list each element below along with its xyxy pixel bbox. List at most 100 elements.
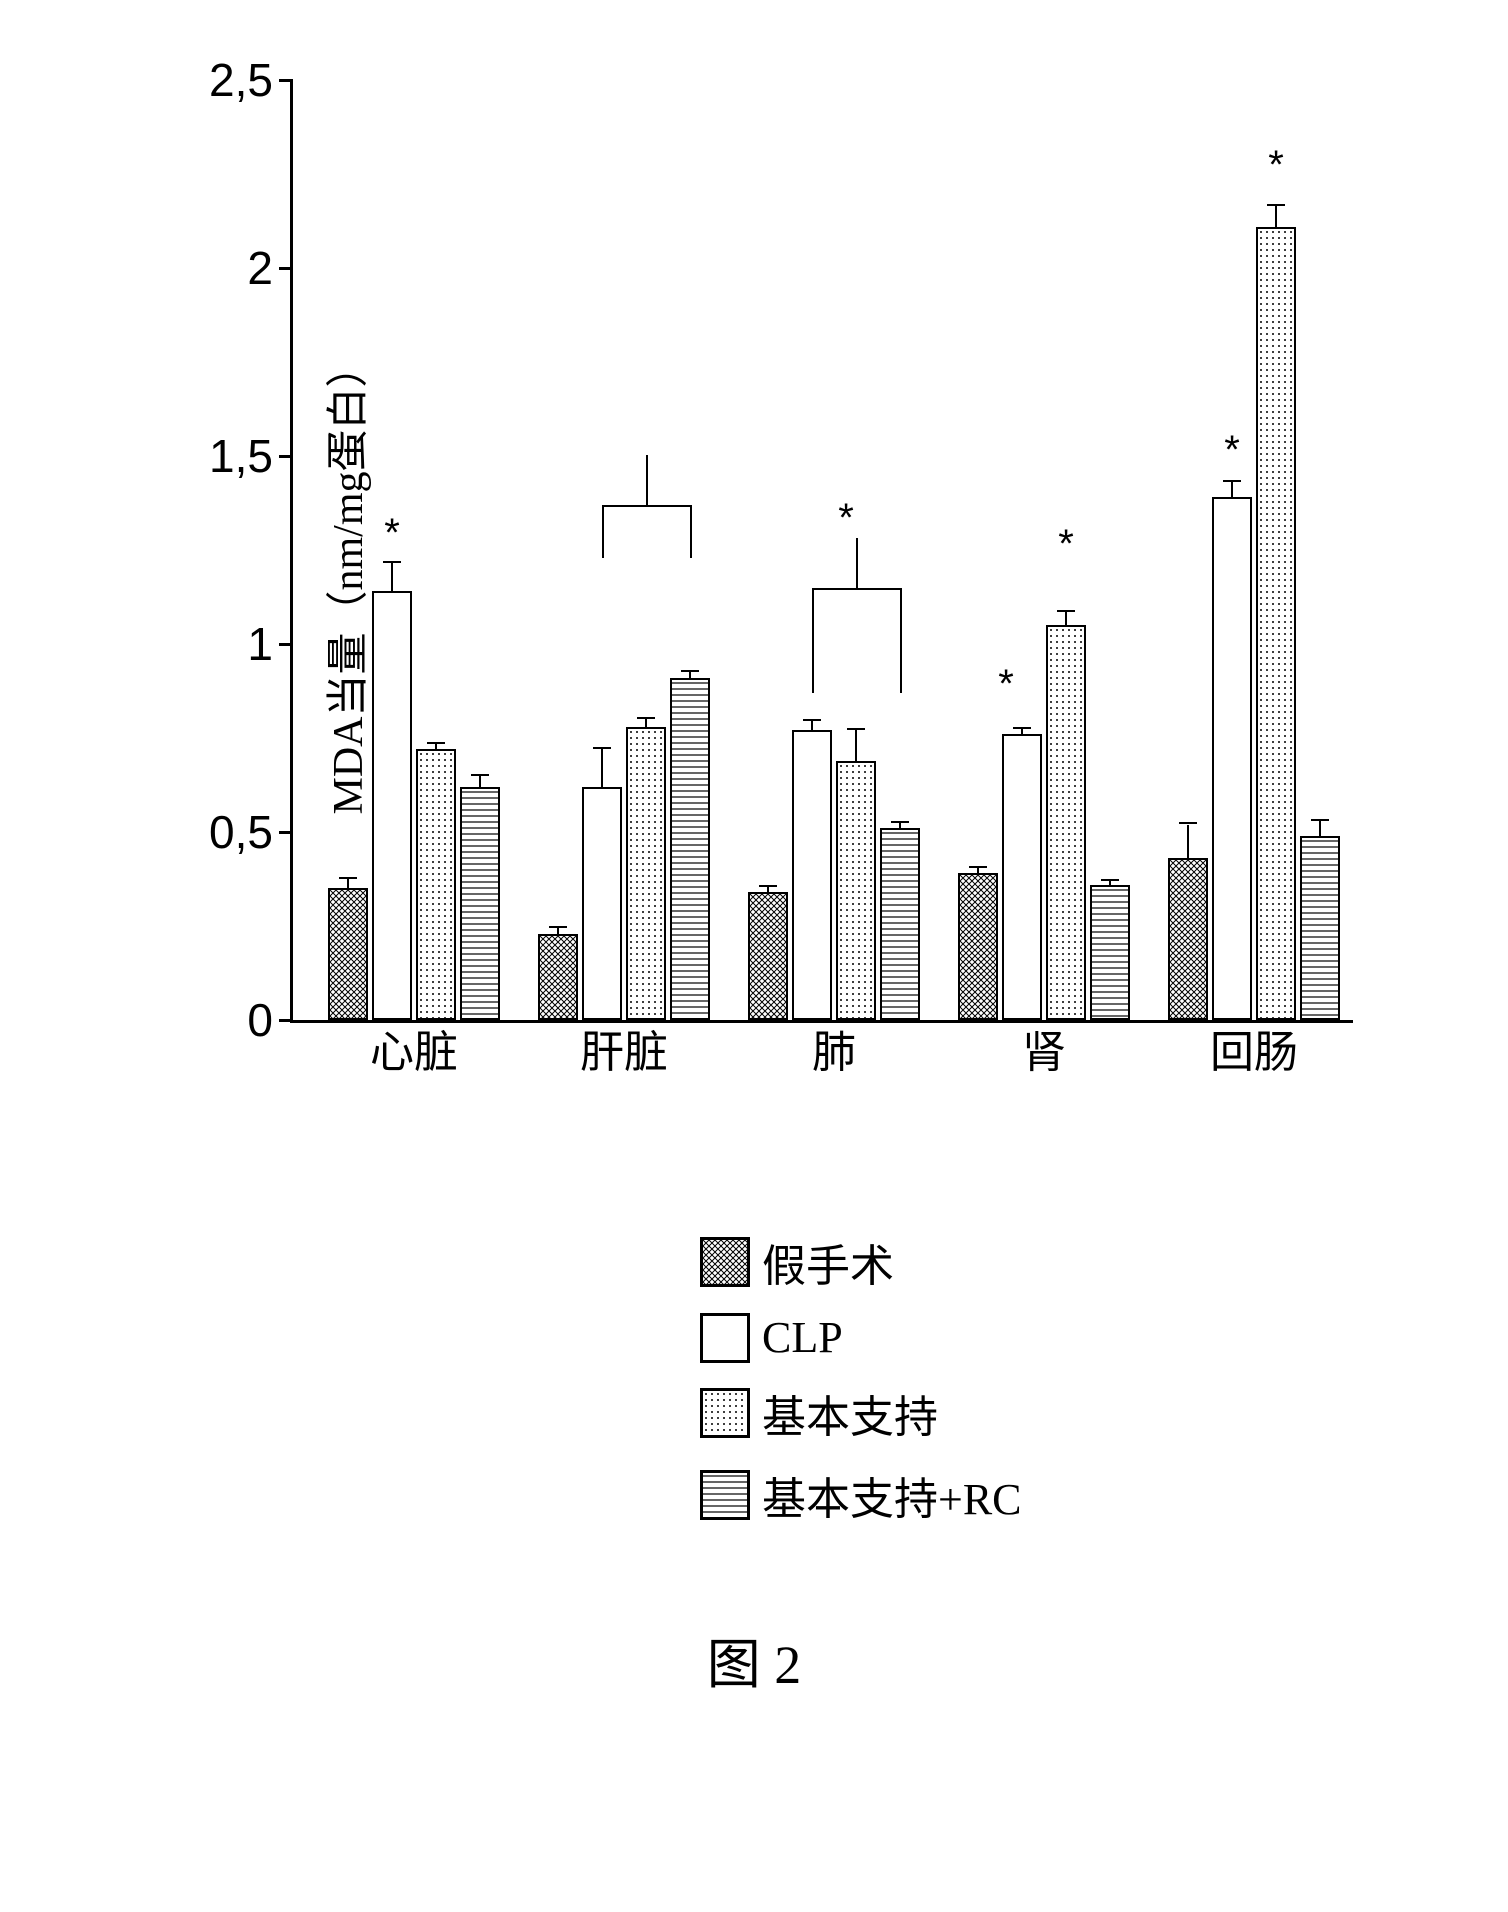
significance-star: * bbox=[1224, 428, 1240, 473]
x-tick-label: 肝脏 bbox=[580, 1016, 668, 1080]
legend-swatch bbox=[700, 1237, 750, 1287]
error-bar bbox=[1021, 729, 1023, 735]
bar bbox=[836, 761, 876, 1020]
bar bbox=[416, 749, 456, 1020]
y-tick bbox=[279, 643, 293, 646]
error-cap bbox=[891, 821, 909, 823]
error-bar bbox=[1065, 612, 1067, 625]
bar bbox=[538, 934, 578, 1020]
error-cap bbox=[1223, 480, 1241, 482]
bracket-drop bbox=[812, 588, 814, 693]
error-bar bbox=[435, 744, 437, 750]
error-bar bbox=[645, 719, 647, 727]
y-tick bbox=[279, 1019, 293, 1022]
legend-item: 基本支持+RC bbox=[700, 1463, 1022, 1527]
error-bar bbox=[1187, 825, 1189, 859]
y-tick-label: 0 bbox=[203, 993, 273, 1047]
x-tick-label: 肾 bbox=[1022, 1016, 1066, 1080]
legend-item: 基本支持 bbox=[700, 1381, 1022, 1445]
error-cap bbox=[1101, 879, 1119, 881]
error-bar bbox=[1275, 206, 1277, 227]
bar bbox=[1300, 836, 1340, 1020]
x-tick-label: 肺 bbox=[812, 1016, 856, 1080]
significance-star: * bbox=[838, 496, 854, 541]
bar bbox=[748, 892, 788, 1020]
legend-label: 假手术 bbox=[762, 1230, 894, 1294]
bar bbox=[792, 730, 832, 1020]
legend-swatch bbox=[700, 1388, 750, 1438]
error-cap bbox=[759, 885, 777, 887]
error-cap bbox=[1057, 610, 1075, 612]
error-cap bbox=[383, 561, 401, 563]
bracket-drop bbox=[690, 505, 692, 558]
chart-area: MDA当量（nm/mg蛋白） 00,511,522,5心脏肝脏肺肾回肠*****… bbox=[200, 60, 1400, 1100]
error-bar bbox=[391, 563, 393, 591]
error-cap bbox=[803, 719, 821, 721]
bracket bbox=[602, 505, 690, 507]
error-bar bbox=[899, 823, 901, 829]
y-tick bbox=[279, 267, 293, 270]
x-tick-label: 心脏 bbox=[370, 1016, 458, 1080]
bar bbox=[582, 787, 622, 1020]
significance-star: * bbox=[1058, 522, 1074, 567]
bar bbox=[958, 873, 998, 1020]
error-cap bbox=[471, 774, 489, 776]
legend-label: 基本支持 bbox=[762, 1381, 938, 1445]
legend-label: 基本支持+RC bbox=[762, 1463, 1022, 1527]
bar bbox=[626, 727, 666, 1020]
legend-swatch bbox=[700, 1470, 750, 1520]
y-tick-label: 0,5 bbox=[203, 805, 273, 859]
page: MDA当量（nm/mg蛋白） 00,511,522,5心脏肝脏肺肾回肠*****… bbox=[0, 0, 1508, 1912]
error-cap bbox=[427, 742, 445, 744]
bar bbox=[880, 828, 920, 1020]
legend-swatch bbox=[700, 1313, 750, 1363]
y-tick bbox=[279, 831, 293, 834]
y-tick-label: 1,5 bbox=[203, 429, 273, 483]
error-cap bbox=[1179, 822, 1197, 824]
bar bbox=[372, 591, 412, 1020]
legend-item: CLP bbox=[700, 1312, 1022, 1363]
legend-item: 假手术 bbox=[700, 1230, 1022, 1294]
error-bar bbox=[1231, 482, 1233, 497]
significance-star: * bbox=[998, 662, 1014, 707]
error-cap bbox=[339, 877, 357, 879]
error-bar bbox=[557, 928, 559, 934]
bar bbox=[1002, 734, 1042, 1020]
bar bbox=[460, 787, 500, 1020]
bar bbox=[1046, 625, 1086, 1020]
bracket-stem bbox=[856, 538, 858, 588]
y-tick bbox=[279, 79, 293, 82]
error-bar bbox=[601, 749, 603, 787]
bar bbox=[1090, 885, 1130, 1020]
y-tick-label: 2,5 bbox=[203, 53, 273, 107]
error-bar bbox=[1319, 821, 1321, 836]
bracket-drop bbox=[602, 505, 604, 558]
significance-star: * bbox=[1268, 143, 1284, 188]
error-cap bbox=[1013, 727, 1031, 729]
error-bar bbox=[855, 730, 857, 760]
error-cap bbox=[1267, 204, 1285, 206]
legend-label: CLP bbox=[762, 1312, 843, 1363]
error-bar bbox=[767, 887, 769, 893]
error-cap bbox=[681, 670, 699, 672]
error-bar bbox=[347, 879, 349, 888]
error-cap bbox=[969, 866, 987, 868]
error-bar bbox=[811, 721, 813, 730]
error-bar bbox=[977, 868, 979, 874]
y-tick-label: 2 bbox=[203, 241, 273, 295]
bar bbox=[1212, 497, 1252, 1020]
figure-caption: 图 2 bbox=[0, 1620, 1508, 1699]
bracket bbox=[812, 588, 900, 590]
error-bar bbox=[479, 776, 481, 787]
error-cap bbox=[847, 728, 865, 730]
error-bar bbox=[689, 672, 691, 678]
error-cap bbox=[637, 717, 655, 719]
y-tick bbox=[279, 455, 293, 458]
bar bbox=[1168, 858, 1208, 1020]
bar bbox=[1256, 227, 1296, 1020]
bracket-drop bbox=[900, 588, 902, 693]
error-cap bbox=[593, 747, 611, 749]
bracket-stem bbox=[646, 455, 648, 505]
bar bbox=[670, 678, 710, 1020]
error-bar bbox=[1109, 881, 1111, 885]
